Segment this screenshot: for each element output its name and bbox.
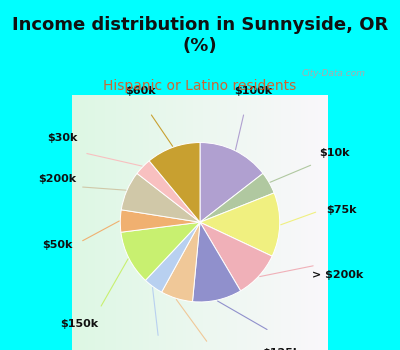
Wedge shape <box>200 193 280 256</box>
Text: $60k: $60k <box>126 86 156 97</box>
Wedge shape <box>137 161 200 222</box>
Wedge shape <box>149 142 200 222</box>
Text: $30k: $30k <box>47 133 77 143</box>
Text: $100k: $100k <box>234 86 272 97</box>
Wedge shape <box>200 142 263 222</box>
Text: Income distribution in Sunnyside, OR
(%): Income distribution in Sunnyside, OR (%) <box>12 16 388 55</box>
Text: $50k: $50k <box>42 240 72 250</box>
Wedge shape <box>120 210 200 232</box>
Text: $75k: $75k <box>326 205 356 215</box>
Text: > $200k: > $200k <box>312 271 364 280</box>
Text: $150k: $150k <box>60 320 98 329</box>
Text: City-Data.com: City-Data.com <box>302 69 366 78</box>
Wedge shape <box>162 222 200 302</box>
Wedge shape <box>146 222 200 292</box>
Text: Hispanic or Latino residents: Hispanic or Latino residents <box>103 79 297 93</box>
Wedge shape <box>121 222 200 280</box>
Wedge shape <box>121 173 200 222</box>
Text: $200k: $200k <box>38 174 76 184</box>
Wedge shape <box>192 222 240 302</box>
Wedge shape <box>200 173 274 222</box>
Text: $125k: $125k <box>263 348 301 350</box>
Wedge shape <box>200 222 272 291</box>
Text: $10k: $10k <box>320 148 350 158</box>
